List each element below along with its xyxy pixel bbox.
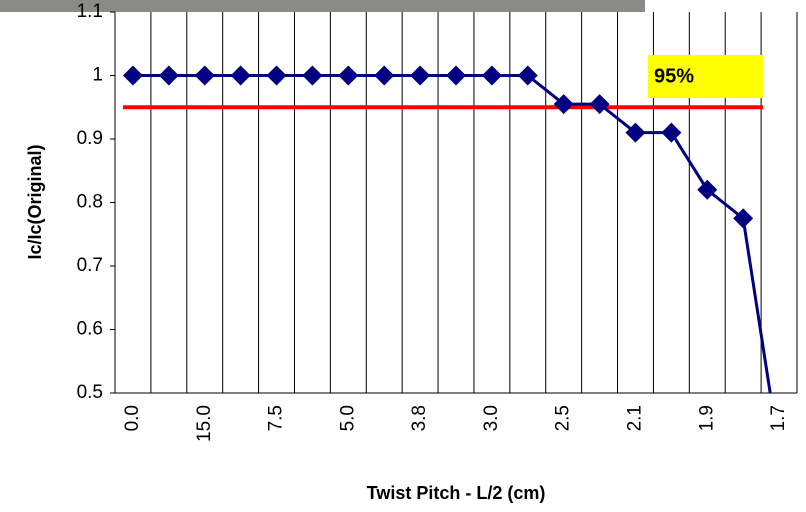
x-axis-title: Twist Pitch - L/2 (cm) xyxy=(367,483,546,503)
data-point xyxy=(446,65,466,86)
x-tick-label: 1.9 xyxy=(696,405,717,431)
data-point xyxy=(589,94,610,115)
data-point xyxy=(481,65,502,86)
data-point xyxy=(158,65,179,86)
data-point xyxy=(374,65,395,86)
data-point xyxy=(769,440,789,460)
x-tick-label: 2.1 xyxy=(624,405,645,431)
y-tick-label: 0.5 xyxy=(77,382,103,403)
data-point xyxy=(697,179,718,200)
plot-area xyxy=(122,65,789,460)
x-tick-label: 3.0 xyxy=(481,405,502,431)
data-point xyxy=(266,65,287,86)
data-point xyxy=(625,122,646,143)
series-line xyxy=(132,74,772,393)
annotation-box xyxy=(648,55,763,98)
x-tick-label: 2.5 xyxy=(553,405,574,431)
y-tick-label: 1.1 xyxy=(77,1,103,22)
header-image-strip xyxy=(0,0,645,12)
data-point xyxy=(230,65,251,86)
y-tick-label: 0.6 xyxy=(77,319,103,340)
y-tick-label: 1 xyxy=(92,65,103,86)
data-point xyxy=(553,94,574,115)
data-point xyxy=(733,208,754,229)
y-tick-label: 0.8 xyxy=(77,192,103,213)
annotation-label: 95% xyxy=(654,65,694,87)
x-tick-label: 3.8 xyxy=(409,405,430,431)
data-point xyxy=(122,65,143,86)
x-tick-label: 15.0 xyxy=(194,405,215,442)
x-tick-label: 1.7 xyxy=(768,405,789,431)
x-tick-label: 7.5 xyxy=(266,405,287,431)
data-point xyxy=(302,65,323,86)
data-point xyxy=(194,65,215,86)
data-point xyxy=(410,65,431,86)
data-point xyxy=(338,65,359,86)
y-tick-label: 0.9 xyxy=(77,128,103,149)
x-tick-label: 5.0 xyxy=(337,405,358,431)
data-point xyxy=(517,65,538,86)
data-point xyxy=(661,122,682,143)
x-tick-label: 0.0 xyxy=(122,405,143,431)
y-tick-label: 0.7 xyxy=(77,255,103,276)
y-axis-title: Ic/Ic(Original) xyxy=(25,144,45,259)
